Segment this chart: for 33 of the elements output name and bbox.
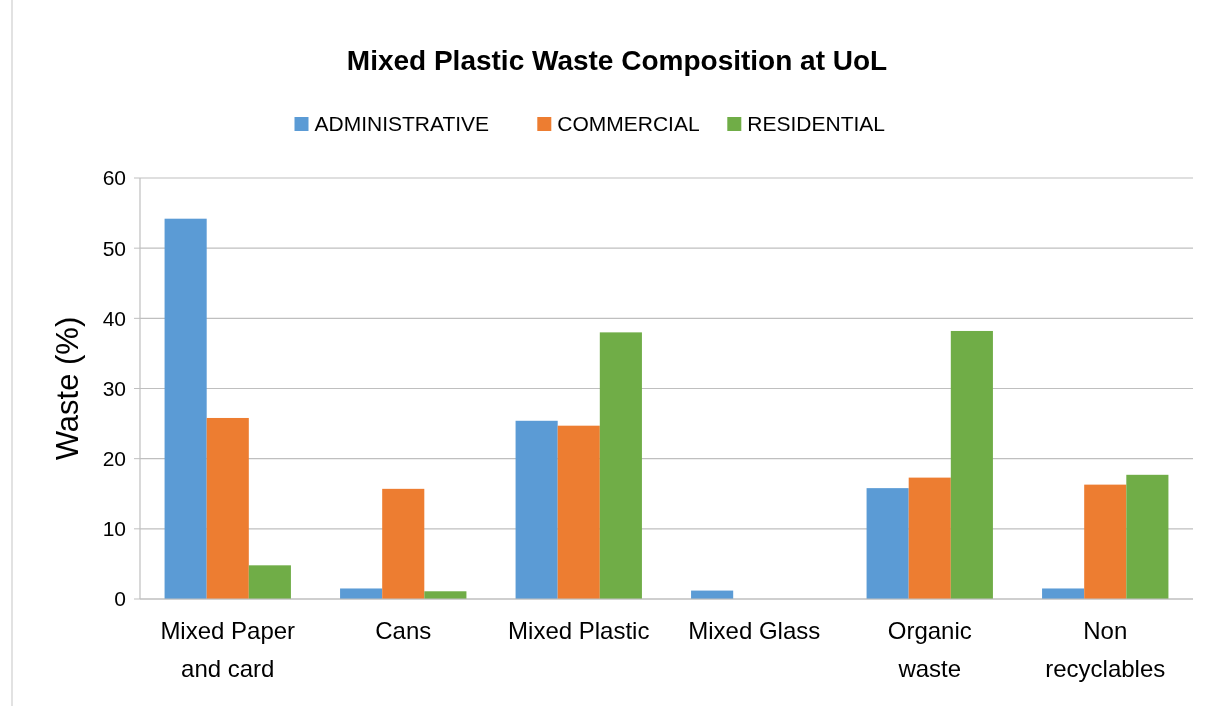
bar [382,488,425,599]
y-tick-label: 0 [114,587,126,611]
bar [164,218,207,599]
legend-label: RESIDENTIAL [747,112,885,136]
x-tick-label: Organic waste [887,617,972,682]
bar [340,588,383,599]
y-tick-label: 20 [102,447,126,471]
y-tick-label: 30 [102,376,126,400]
bar [206,417,249,599]
y-axis-title: Waste (%) [50,316,85,461]
chart-title: Mixed Plastic Waste Composition at UoL [346,45,888,76]
legend-label: ADMINISTRATIVE [314,112,490,136]
x-tick-label: Mixed Plastic [508,617,650,644]
bar [557,425,600,599]
bar [950,330,993,599]
x-tick-label: Mixed Glass [688,617,821,644]
bar [248,565,291,599]
bar [866,488,909,599]
x-tick-label: Cans [375,617,432,644]
bar [1084,484,1127,599]
bar [1042,588,1085,599]
bar [1126,474,1169,599]
bar [599,332,642,599]
legend-label: COMMERCIAL [557,112,700,136]
x-tick-label: Mixed Paper and card [160,617,296,682]
x-tick-label: Non recyclables [1045,617,1166,682]
y-tick-label: 40 [102,306,126,330]
bar [515,420,558,599]
bar [424,591,467,599]
y-tick-label: 10 [102,517,126,541]
bar [908,477,951,599]
y-tick-label: 60 [102,166,126,190]
y-tick-label: 50 [102,236,126,260]
